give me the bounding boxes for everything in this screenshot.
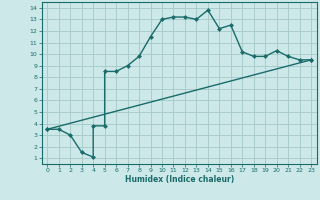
X-axis label: Humidex (Indice chaleur): Humidex (Indice chaleur) <box>124 175 234 184</box>
